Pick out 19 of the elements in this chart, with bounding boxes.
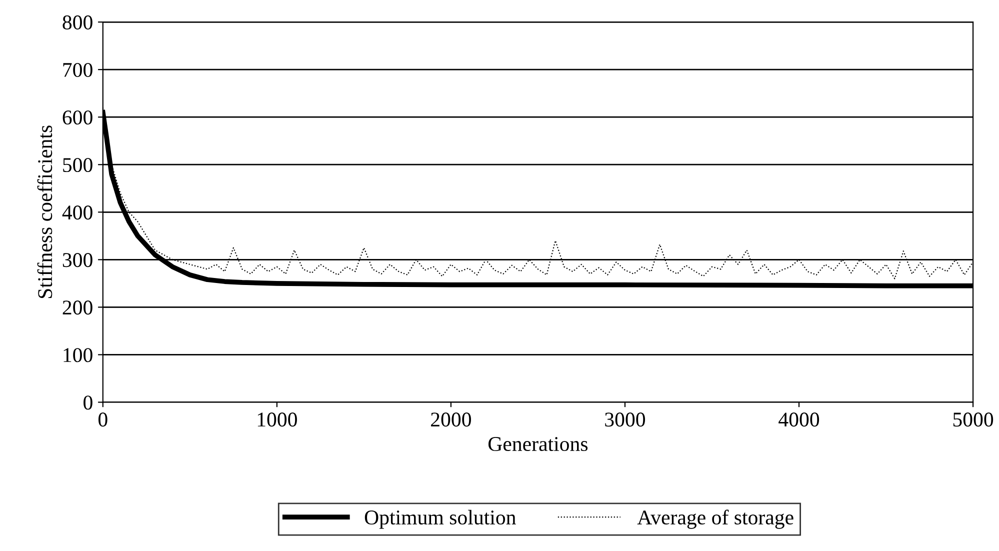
x-tick-label: 5000 xyxy=(953,412,994,427)
y-tick-label: 300 xyxy=(62,253,92,268)
y-tick-label: 800 xyxy=(62,15,92,30)
y-tick-label: 500 xyxy=(63,158,92,172)
x-tick-label: 4000 xyxy=(778,412,820,427)
y-tick-label: 600 xyxy=(62,110,92,125)
legend-label: Average of storage xyxy=(637,510,794,529)
legend-label: Optimum solution xyxy=(364,510,516,529)
x-tick-label: 1000 xyxy=(258,412,297,427)
y-tick-label: 0 xyxy=(84,396,92,410)
y-tick-label: 200 xyxy=(62,300,92,315)
x-tick-label: 2000 xyxy=(431,412,471,427)
y-axis-title: Stiffness coefficients xyxy=(37,126,52,298)
y-tick-label: 400 xyxy=(62,206,92,220)
x-axis-title: Generations xyxy=(488,437,588,452)
x-tick-label: 0 xyxy=(98,412,108,427)
y-tick-label: 700 xyxy=(63,62,92,77)
x-tick-label: 3000 xyxy=(605,412,646,427)
y-tick-label: 100 xyxy=(64,348,92,362)
